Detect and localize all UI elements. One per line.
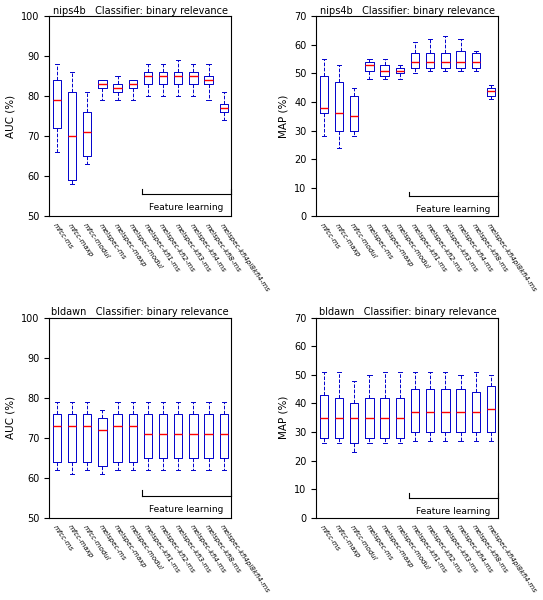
Title: nips4b   Classifier: binary relevance: nips4b Classifier: binary relevance: [53, 5, 228, 16]
Y-axis label: AUC (%): AUC (%): [5, 396, 16, 439]
Title: bldawn   Classifier: binary relevance: bldawn Classifier: binary relevance: [52, 307, 229, 317]
Y-axis label: MAP (%): MAP (%): [279, 95, 289, 138]
Text: Feature learning: Feature learning: [149, 203, 223, 212]
Text: Feature learning: Feature learning: [416, 506, 490, 515]
Text: Feature learning: Feature learning: [149, 505, 223, 514]
Title: bldawn   Classifier: binary relevance: bldawn Classifier: binary relevance: [319, 307, 496, 317]
Y-axis label: MAP (%): MAP (%): [279, 396, 289, 439]
Title: nips4b   Classifier: binary relevance: nips4b Classifier: binary relevance: [320, 5, 495, 16]
Text: Feature learning: Feature learning: [416, 205, 490, 214]
Y-axis label: AUC (%): AUC (%): [5, 95, 16, 138]
